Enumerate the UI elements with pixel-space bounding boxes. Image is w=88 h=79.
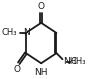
Text: N: N	[24, 28, 30, 37]
Text: CH₃: CH₃	[2, 28, 17, 37]
Text: NH: NH	[34, 68, 48, 77]
Text: CH₃: CH₃	[71, 57, 86, 66]
Text: NH: NH	[63, 57, 76, 66]
Text: O: O	[14, 65, 21, 74]
Text: O: O	[38, 2, 45, 11]
